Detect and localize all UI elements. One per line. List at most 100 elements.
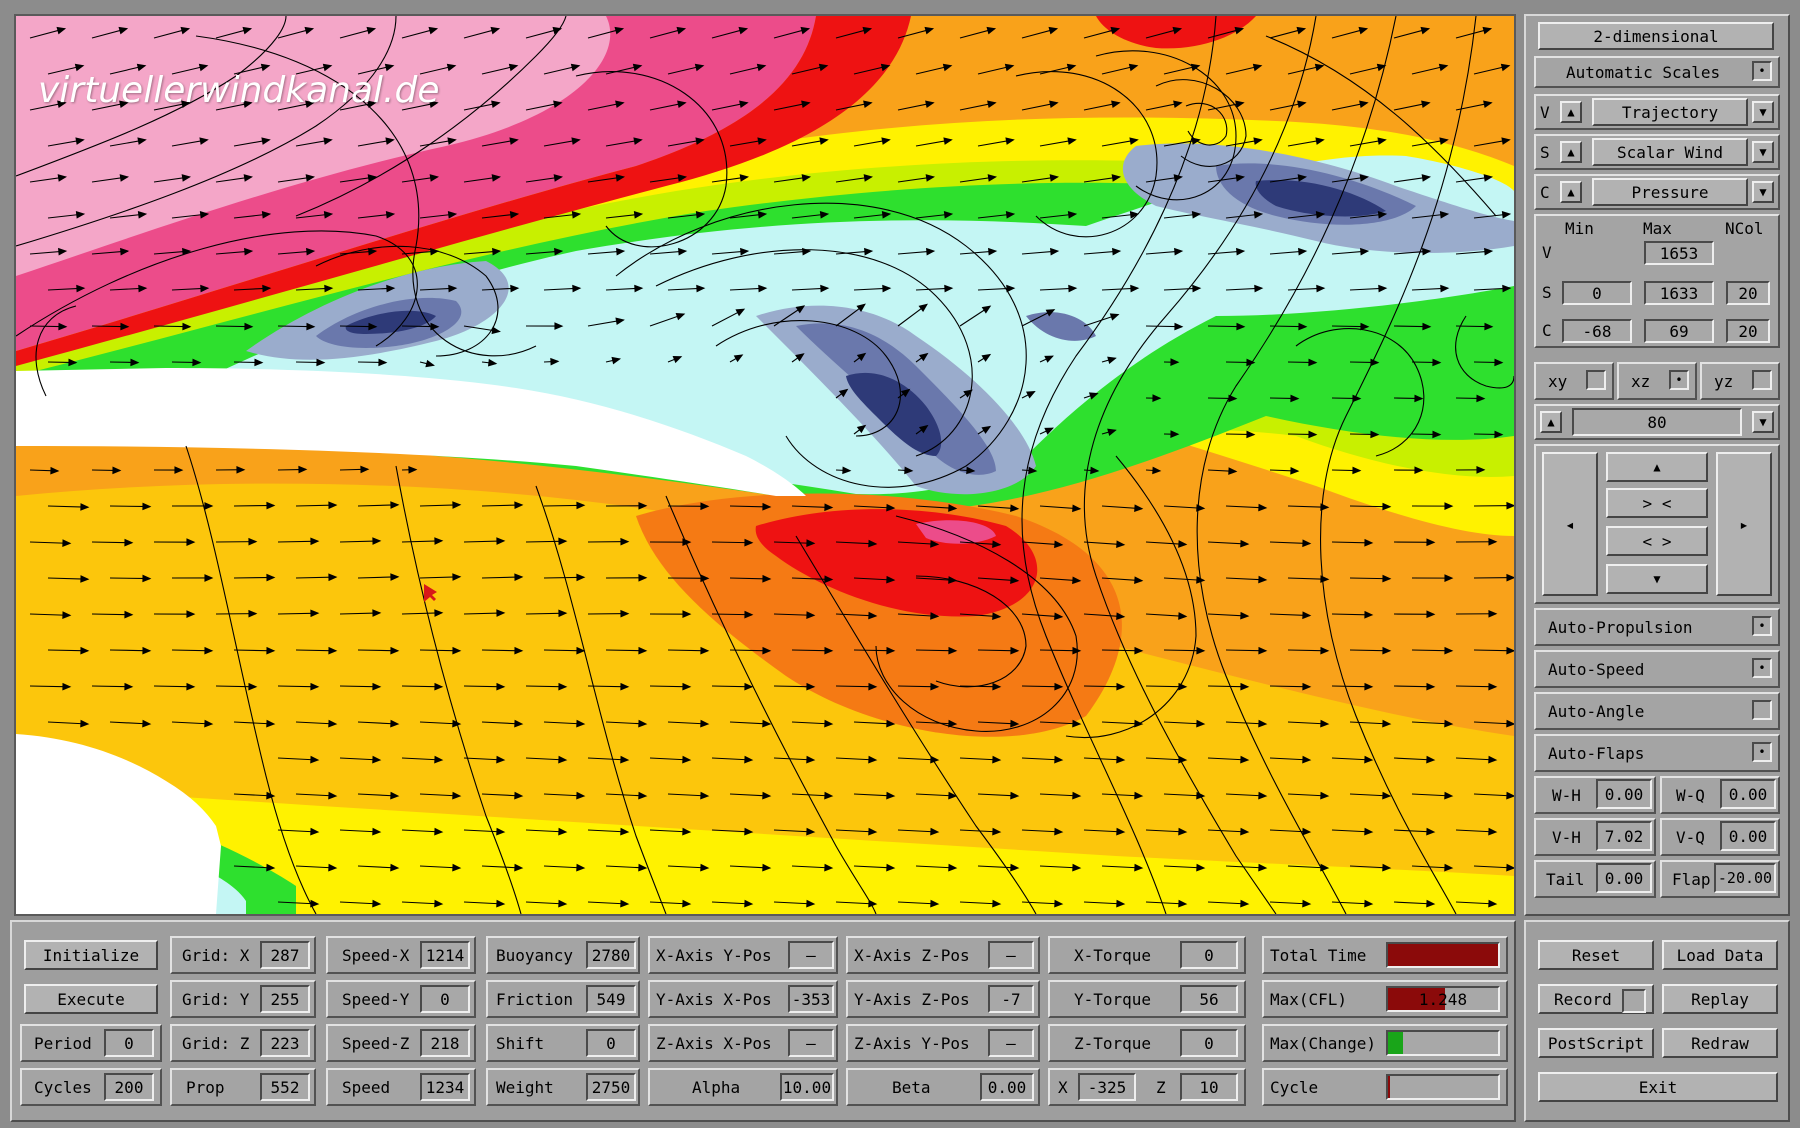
cycles-field[interactable]: 200 — [104, 1073, 154, 1101]
auto-flaps-checkbox[interactable]: • — [1752, 742, 1772, 762]
velocity-vector-489 — [1473, 791, 1514, 800]
s-dropdown-icon[interactable]: ▼ — [1752, 141, 1774, 163]
postscript-button[interactable]: PostScript — [1538, 1028, 1654, 1058]
load-data-button[interactable]: Load Data — [1662, 940, 1778, 970]
tail-field[interactable]: 0.00 — [1596, 863, 1652, 893]
zoom-in-button[interactable]: > < — [1606, 488, 1708, 518]
range-c-ncol-field[interactable]: 20 — [1726, 319, 1770, 343]
range-c-max-field[interactable]: 69 — [1644, 319, 1714, 343]
z-torque-field[interactable]: 0 — [1180, 1029, 1238, 1057]
velocity-vector-500 — [897, 827, 940, 836]
c-mode-select[interactable]: Pressure — [1592, 178, 1748, 206]
streamline-15 — [1021, 16, 1217, 914]
pan-down-button[interactable]: ▼ — [1606, 564, 1708, 594]
velocity-vector-57 — [525, 100, 563, 111]
s-mode-select[interactable]: Scalar Wind — [1592, 138, 1748, 166]
plane-xz-checkbox[interactable]: • — [1669, 370, 1689, 390]
shift-label: Shift — [496, 1033, 545, 1053]
velocity-vector-426 — [109, 719, 152, 728]
speed-z-field[interactable]: 218 — [420, 1029, 470, 1057]
plane-xy-checkbox[interactable] — [1586, 370, 1606, 390]
c-dropdown-icon[interactable]: ▼ — [1752, 181, 1774, 203]
redraw-button[interactable]: Redraw — [1662, 1028, 1778, 1058]
grid-x-label: Grid: X — [182, 945, 250, 965]
shift-field[interactable]: 0 — [586, 1029, 636, 1057]
exit-button[interactable]: Exit — [1538, 1072, 1778, 1102]
velocity-vector-544 — [1083, 899, 1126, 908]
wh-field[interactable]: 0.00 — [1596, 779, 1652, 809]
x-axis-y-pos-field[interactable]: — — [788, 941, 834, 969]
velocity-vector-356 — [215, 609, 258, 618]
slice-up-icon[interactable]: ▲ — [1540, 411, 1562, 433]
velocity-vector-516 — [605, 863, 648, 872]
x-coord-field[interactable]: -325 — [1078, 1073, 1136, 1101]
speed-y-field[interactable]: 0 — [420, 985, 470, 1013]
y-axis-z-pos-field[interactable]: -7 — [988, 985, 1034, 1013]
view-mode-button[interactable]: 2-dimensional — [1538, 22, 1774, 50]
initialize-button[interactable]: Initialize — [24, 940, 158, 970]
record-button[interactable]: Record — [1538, 984, 1654, 1014]
velocity-vector-8 — [463, 26, 501, 39]
grid-x-field[interactable]: 287 — [260, 941, 310, 969]
range-c-min-field[interactable]: -68 — [1562, 319, 1632, 343]
velocity-vector-230 — [853, 352, 867, 363]
flap-field[interactable]: -20.00 — [1714, 863, 1776, 893]
pan-up-button[interactable]: ▲ — [1606, 452, 1708, 482]
execute-button[interactable]: Execute — [24, 984, 158, 1014]
plane-xy-label: xy — [1548, 371, 1568, 391]
plane-yz-checkbox[interactable] — [1752, 370, 1772, 390]
slice-value-field[interactable]: 80 — [1572, 408, 1742, 436]
auto-scales-checkbox[interactable]: • — [1752, 61, 1772, 81]
velocity-vector-16 — [959, 26, 997, 39]
range-v-max-field[interactable]: 1653 — [1644, 241, 1714, 265]
auto-speed-checkbox[interactable]: • — [1752, 658, 1772, 678]
velocity-vector-125 — [295, 211, 334, 219]
alpha-field[interactable]: 10.00 — [780, 1073, 834, 1101]
velocity-vector-188 — [1225, 284, 1264, 293]
v-mode-select[interactable]: Trajectory — [1592, 98, 1748, 126]
slice-down-icon[interactable]: ▼ — [1752, 411, 1774, 433]
c-up-arrow-icon[interactable]: ▲ — [1560, 181, 1582, 203]
auto-angle-checkbox[interactable] — [1752, 700, 1772, 720]
velocity-vector-74 — [109, 137, 147, 147]
pan-left-button[interactable]: ◂ — [1542, 452, 1598, 596]
range-s-min-field[interactable]: 0 — [1562, 281, 1632, 305]
vq-field[interactable]: 0.00 — [1720, 821, 1776, 851]
range-s-ncol-field[interactable]: 20 — [1726, 281, 1770, 305]
prop-field[interactable]: 552 — [260, 1073, 310, 1101]
grid-z-field[interactable]: 223 — [260, 1029, 310, 1057]
weight-field[interactable]: 2750 — [586, 1073, 636, 1101]
beta-field[interactable]: 0.00 — [980, 1073, 1034, 1101]
friction-field[interactable]: 549 — [586, 985, 636, 1013]
z-coord-field[interactable]: 10 — [1180, 1073, 1238, 1101]
replay-button[interactable]: Replay — [1662, 984, 1778, 1014]
zoom-out-button[interactable]: < > — [1606, 526, 1708, 556]
y-axis-x-pos-field[interactable]: -353 — [788, 985, 834, 1013]
buoyancy-field[interactable]: 2780 — [586, 941, 636, 969]
vh-field[interactable]: 7.02 — [1596, 821, 1652, 851]
v-up-arrow-icon[interactable]: ▲ — [1560, 101, 1582, 123]
flow-visualization[interactable]: virtuellerwindkanal.de — [14, 14, 1516, 916]
x-axis-z-pos-field[interactable]: — — [988, 941, 1034, 969]
y-torque-field[interactable]: 56 — [1180, 985, 1238, 1013]
wq-field[interactable]: 0.00 — [1720, 779, 1776, 809]
reset-button[interactable]: Reset — [1538, 940, 1654, 970]
velocity-vector-81 — [543, 137, 581, 147]
z-axis-y-pos-field[interactable]: — — [988, 1029, 1034, 1057]
speed-x-field[interactable]: 1214 — [420, 941, 470, 969]
velocity-vector-76 — [233, 137, 271, 147]
velocity-vector-202 — [587, 317, 625, 327]
range-s-max-field[interactable]: 1633 — [1644, 281, 1714, 305]
period-field[interactable]: 0 — [104, 1029, 154, 1057]
x-torque-field[interactable]: 0 — [1180, 941, 1238, 969]
s-up-arrow-icon[interactable]: ▲ — [1560, 141, 1582, 163]
v-dropdown-icon[interactable]: ▼ — [1752, 101, 1774, 123]
velocity-vector-9 — [525, 26, 563, 39]
velocity-vector-29 — [295, 63, 333, 75]
auto-propulsion-checkbox[interactable]: • — [1752, 616, 1772, 636]
grid-y-field[interactable]: 255 — [260, 985, 310, 1013]
z-axis-x-pos-field[interactable]: — — [788, 1029, 834, 1057]
speed-field[interactable]: 1234 — [420, 1073, 470, 1101]
pan-right-button[interactable]: ▸ — [1716, 452, 1772, 596]
velocity-vector-172 — [233, 284, 272, 293]
